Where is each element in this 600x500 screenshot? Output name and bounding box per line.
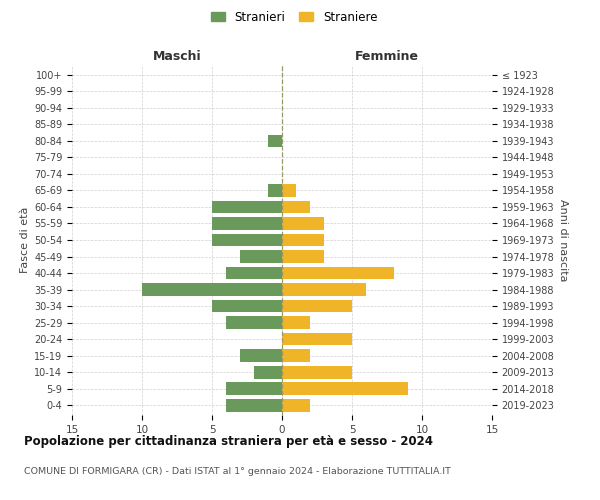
Bar (282, 316, 310, 329)
Text: Popolazione per cittadinanza straniera per età e sesso - 2024: Popolazione per cittadinanza straniera p… (24, 435, 433, 448)
Bar (282, 349, 310, 362)
Bar (282, 366, 352, 378)
Legend: Stranieri, Straniere: Stranieri, Straniere (206, 6, 382, 28)
Bar (226, 266, 282, 280)
Y-axis label: Fasce di età: Fasce di età (20, 207, 30, 273)
Bar (282, 398, 310, 411)
Bar (268, 184, 282, 197)
Bar (142, 283, 282, 296)
Bar (240, 349, 282, 362)
Bar (268, 134, 282, 147)
Bar (282, 266, 394, 280)
Y-axis label: Anni di nascita: Anni di nascita (559, 198, 568, 281)
Bar (212, 217, 282, 230)
Bar (282, 200, 310, 213)
Bar (212, 234, 282, 246)
Bar (254, 366, 282, 378)
Bar (282, 217, 324, 230)
Bar (212, 300, 282, 312)
Bar (226, 316, 282, 329)
Text: Femmine: Femmine (355, 50, 419, 62)
Bar (226, 398, 282, 411)
Bar (240, 250, 282, 263)
Bar (212, 200, 282, 213)
Bar (282, 300, 352, 312)
Bar (282, 234, 324, 246)
Bar (226, 382, 282, 395)
Text: COMUNE DI FORMIGARA (CR) - Dati ISTAT al 1° gennaio 2024 - Elaborazione TUTTITAL: COMUNE DI FORMIGARA (CR) - Dati ISTAT al… (24, 468, 451, 476)
Bar (282, 382, 408, 395)
Bar (282, 250, 324, 263)
Bar (282, 283, 366, 296)
Bar (282, 184, 296, 197)
Bar (282, 332, 352, 345)
Text: Maschi: Maschi (152, 50, 202, 62)
